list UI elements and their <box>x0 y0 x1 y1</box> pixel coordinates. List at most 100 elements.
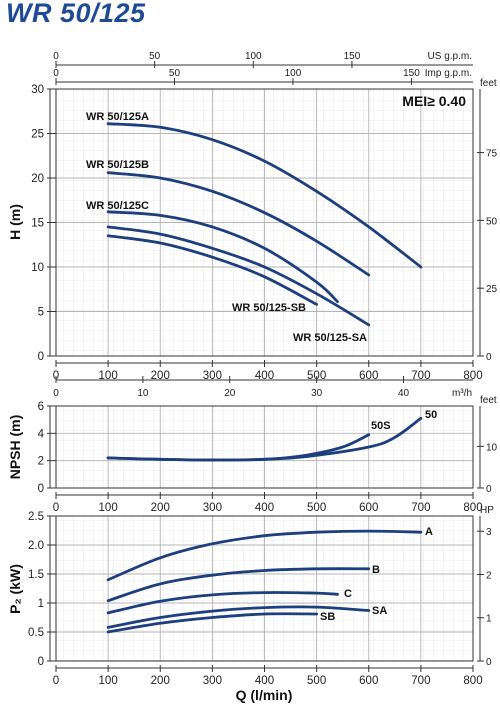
x-tick-label: 600 <box>359 675 378 687</box>
m3h-tick-label: 40 <box>398 388 410 399</box>
right-tick-label: 50 <box>486 216 498 227</box>
top-tick-label: 50 <box>169 68 181 79</box>
right-tick-label: 10 <box>486 442 498 453</box>
x-tick-label: 700 <box>411 370 430 382</box>
top-tick-label: 100 <box>245 51 262 62</box>
y-tick-label: 2.0 <box>28 540 44 552</box>
y-tick-label: 4 <box>38 428 45 440</box>
x-tick-label: 100 <box>99 675 118 687</box>
x-tick-label: 400 <box>255 370 274 382</box>
top-tick-label: 150 <box>403 68 420 79</box>
series-curve <box>106 529 423 582</box>
top-tick-label: 50 <box>149 51 161 62</box>
y-tick-label: 1.5 <box>28 569 44 581</box>
top-tick-label: 150 <box>344 51 361 62</box>
right-tick-label: 3 <box>486 527 492 538</box>
y-tick-label: 0.5 <box>28 627 44 639</box>
right-axis-unit: feet <box>480 78 497 89</box>
series-label: WR 50/125A <box>86 111 149 123</box>
x-tick-label: 200 <box>151 370 170 382</box>
x-tick-label: 500 <box>307 502 326 514</box>
series-label: WR 50/125-SA <box>293 332 367 344</box>
top-tick-label: 100 <box>285 68 302 79</box>
y-tick-label: 1 <box>38 598 44 610</box>
y-tick-label: 25 <box>31 129 44 141</box>
series-curve <box>106 122 423 269</box>
right-axis-unit: HP <box>480 505 494 516</box>
m3h-axis-unit: m³/h <box>452 388 472 399</box>
series-label: 50S <box>371 420 391 432</box>
npsh-chart: 0 2 4 6 NPSH (m) 0 100 200 300 400 500 600 700 800 0 10… <box>7 395 498 514</box>
page-title: WR 50/125 <box>6 0 146 28</box>
y-tick-label: 2 <box>38 456 44 468</box>
power-chart: 00.511.52.02.5P₂ (kW)0 100 200 300 400 500 600… <box>7 505 494 703</box>
x-tick-label: 300 <box>203 675 222 687</box>
m3h-tick-label: 20 <box>224 388 236 399</box>
x-tick-label: 500 <box>307 675 326 687</box>
right-tick-label: 25 <box>486 284 498 295</box>
right-tick-label: 1 <box>486 614 492 625</box>
x-tick-label: 800 <box>463 370 482 382</box>
series-label: A <box>425 526 433 538</box>
x-tick-label: 700 <box>411 502 430 514</box>
x-tick-label: 400 <box>255 502 274 514</box>
x-tick-label: 600 <box>359 502 378 514</box>
top-tick-label: 0 <box>53 68 59 79</box>
series-curve <box>106 234 318 306</box>
plot-frame <box>55 515 474 662</box>
top-axis-unit: US g.p.m. <box>428 51 472 62</box>
series-label: 50 <box>425 409 437 421</box>
m3h-tick-label: 10 <box>137 388 149 399</box>
series-label: SA <box>372 605 387 617</box>
x-tick-label: 800 <box>463 502 482 514</box>
series-curve <box>106 605 371 629</box>
x-tick-label: 100 <box>99 370 118 382</box>
x-tick-label: 700 <box>411 675 430 687</box>
series-curve <box>106 210 339 304</box>
series-label: WR 50/125B <box>86 159 149 171</box>
x-tick-label: 300 <box>203 370 222 382</box>
y-tick-label: 15 <box>31 218 44 230</box>
x-axis-title: Q (l/min) <box>236 687 293 703</box>
x-tick-label: 0 <box>53 502 59 514</box>
series-label: SB <box>320 611 335 623</box>
top-tick-label: 0 <box>53 51 59 62</box>
y-tick-label: 6 <box>38 401 44 413</box>
series-label: WR 50/125C <box>86 200 149 212</box>
series-curve <box>106 567 371 603</box>
series-curve <box>106 591 339 615</box>
right-tick-label: 0 <box>486 484 492 495</box>
x-tick-label: 300 <box>203 502 222 514</box>
y-tick-label: 20 <box>31 173 44 185</box>
right-tick-label: 75 <box>486 149 498 160</box>
x-tick-label: 0 <box>53 675 59 687</box>
y-axis-title: P₂ (kW) <box>7 564 23 614</box>
series-curve <box>106 225 371 327</box>
right-tick-label: 0 <box>486 352 492 363</box>
y-tick-label: 10 <box>31 262 44 274</box>
x-tick-label: 800 <box>463 675 482 687</box>
m3h-tick-label: 0 <box>53 388 59 399</box>
y-tick-label: 0 <box>38 656 44 668</box>
y-tick-label: 0 <box>38 351 44 363</box>
x-tick-label: 200 <box>151 502 170 514</box>
x-tick-label: 100 <box>99 502 118 514</box>
series-curve <box>106 416 423 462</box>
top-axis-unit: Imp g.p.m. <box>425 68 472 79</box>
mei-annotation: MEI≥ 0.40 <box>402 93 466 109</box>
y-tick-label: 5 <box>38 307 44 319</box>
right-axis-unit: feet <box>480 395 497 406</box>
series-curve <box>106 171 371 277</box>
x-tick-label: 200 <box>151 675 170 687</box>
y-axis-title: H (m) <box>7 204 23 240</box>
y-tick-label: 0 <box>38 483 44 495</box>
y-tick-label: 30 <box>31 84 44 96</box>
right-tick-label: 2 <box>486 570 492 581</box>
x-tick-label: 400 <box>255 675 274 687</box>
y-axis-title: NPSH (m) <box>7 415 23 480</box>
m3h-tick-label: 30 <box>311 388 323 399</box>
series-label: B <box>372 564 380 576</box>
series-label: WR 50/125-SB <box>232 302 306 314</box>
